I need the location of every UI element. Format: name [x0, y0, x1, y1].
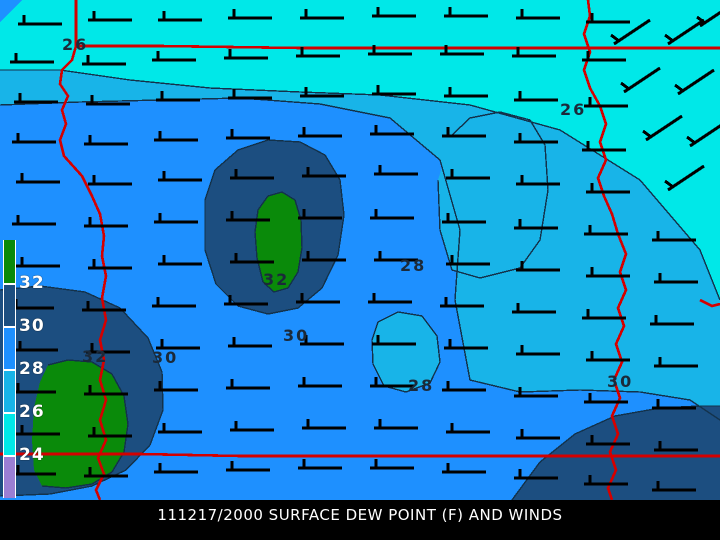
- map-title: 111217/2000 SURFACE DEW POINT (F) AND WI…: [157, 506, 563, 524]
- contour-label-26-ne: 26: [560, 100, 587, 119]
- fill-region-green-upper: [255, 192, 302, 292]
- colorbar-segment-cyan: [3, 412, 16, 455]
- colorbar-tick-30: [3, 326, 16, 328]
- contour-label-30-upper: 30: [283, 326, 310, 345]
- colorbar-tick-26: [3, 412, 16, 414]
- colorbar-segment-purple: [3, 455, 16, 498]
- colorbar-label-30: 30: [19, 316, 45, 336]
- contour-label-28-low: 28: [408, 376, 435, 395]
- contour-label-28-mid: 28: [400, 256, 427, 275]
- map-plot-area[interactable]: 26 26 28 28 32 30 32 30 30 32 30 28 26 2…: [0, 0, 720, 500]
- contour-label-30-lower: 30: [152, 348, 179, 367]
- map-svg: [0, 0, 720, 500]
- colorbar-segment-green: [3, 240, 16, 283]
- colorbar-label-28: 28: [19, 359, 45, 379]
- footer-bar: 111217/2000 SURFACE DEW POINT (F) AND WI…: [0, 500, 720, 540]
- contour-label-32-upper: 32: [263, 270, 290, 289]
- colorbar-label-26: 26: [19, 402, 45, 422]
- colorbar-label-24: 24: [19, 445, 45, 465]
- colorbar-label-32: 32: [19, 273, 45, 293]
- fill-region-medium-blue: [0, 98, 720, 500]
- contour-lines: [0, 69, 720, 500]
- colorbar-segment-medium-blue: [3, 326, 16, 369]
- fill-region-corner-wedge: [0, 0, 22, 22]
- colorbar-segment-dark-blue: [3, 283, 16, 326]
- contour-label-30-se: 30: [607, 372, 634, 391]
- colorbar-tick-32: [3, 283, 16, 285]
- colorbar-segment-light-blue: [3, 369, 16, 412]
- fill-region-light-blue-cell-right: [438, 112, 548, 278]
- fill-region-light-blue-cell-small: [372, 312, 440, 392]
- state-boundaries: [0, 0, 720, 500]
- fill-region-dark-blue-bottom-right: [512, 406, 720, 500]
- colorbar[interactable]: [3, 240, 16, 498]
- contour-label-26-nw: 26: [62, 35, 89, 54]
- contour-label-32-lower: 32: [82, 347, 109, 366]
- colorbar-tick-24: [3, 455, 16, 457]
- colorbar-tick-28: [3, 369, 16, 371]
